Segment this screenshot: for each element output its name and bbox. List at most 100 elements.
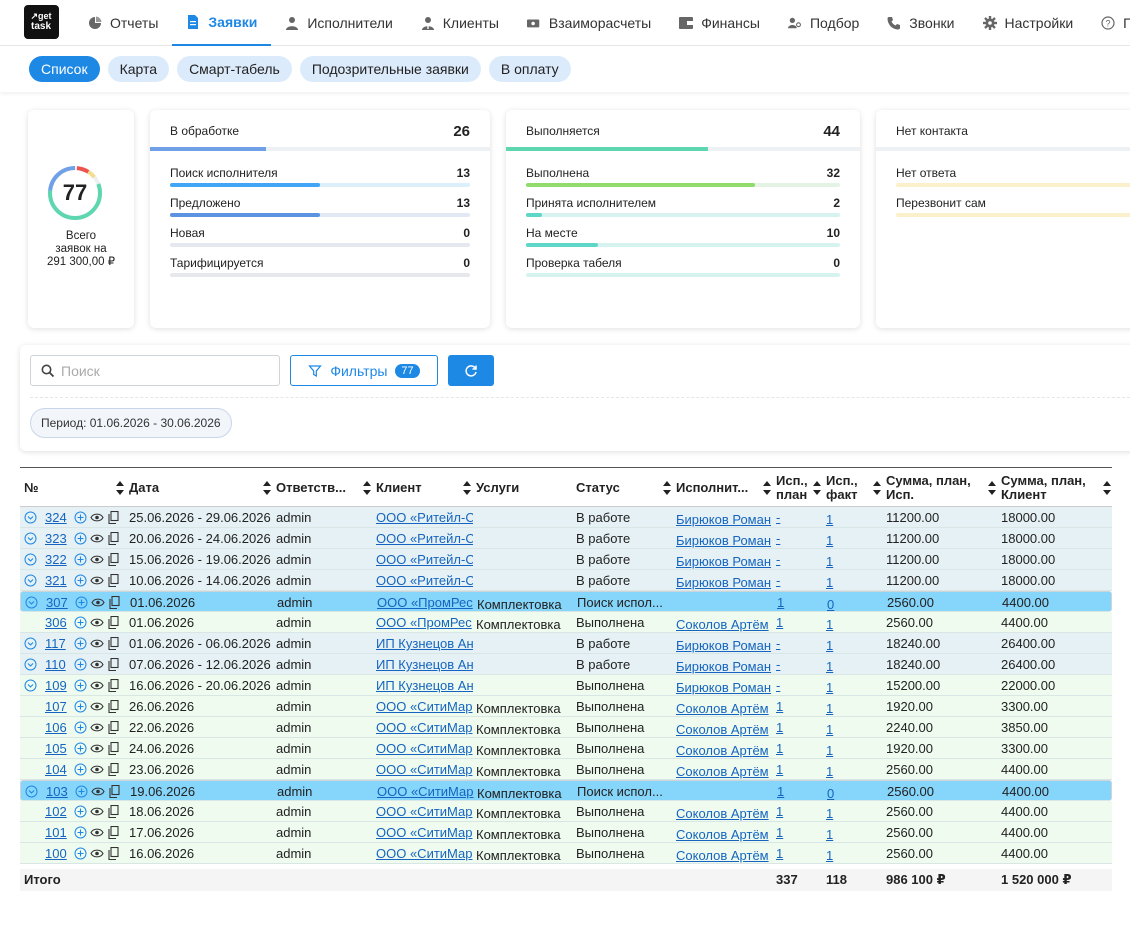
- worker-link[interactable]: Бирюков Роман: [676, 554, 772, 569]
- copy-icon[interactable]: [108, 658, 119, 671]
- client-link[interactable]: ООО «Ритейл-С: [376, 573, 473, 588]
- status-row[interactable]: Тарифицируется 0: [170, 256, 470, 286]
- client-link[interactable]: ООО «СитиМар: [376, 720, 473, 735]
- sort-icon[interactable]: [872, 478, 882, 498]
- client-link[interactable]: ООО «ПромРес: [377, 595, 473, 610]
- client-link[interactable]: ООО «СитиМар: [376, 846, 473, 861]
- status-row[interactable]: Предложено 13: [170, 196, 470, 226]
- sort-icon[interactable]: [987, 478, 997, 498]
- request-number-link[interactable]: 103: [46, 784, 68, 799]
- copy-icon[interactable]: [108, 553, 119, 566]
- expand-icon[interactable]: [24, 574, 37, 587]
- expand-icon[interactable]: [25, 785, 38, 798]
- status-group-card[interactable]: Нет контакта Нет ответа Перезвонит сам: [876, 110, 1130, 328]
- nav-item-7[interactable]: Звонки: [873, 0, 968, 46]
- fact-link[interactable]: 1: [826, 701, 834, 716]
- fact-link[interactable]: 1: [826, 680, 834, 695]
- column-header[interactable]: Исп., план: [776, 473, 808, 502]
- plan-link[interactable]: -: [776, 510, 781, 525]
- fact-link[interactable]: 1: [826, 764, 834, 779]
- worker-link[interactable]: Соколов Артём: [676, 617, 769, 632]
- fact-link[interactable]: 1: [826, 638, 834, 653]
- subtab-1[interactable]: Карта: [107, 56, 170, 82]
- worker-link[interactable]: Бирюков Роман: [676, 512, 772, 527]
- fact-link[interactable]: 0: [827, 597, 835, 612]
- table-row[interactable]: 100 16.06.2026 admin ООО «СитиМар Комплектов…: [20, 843, 1112, 864]
- column-header[interactable]: Клиент: [376, 480, 422, 495]
- request-number-link[interactable]: 323: [45, 531, 67, 546]
- request-number-link[interactable]: 109: [45, 678, 67, 693]
- expand-icon[interactable]: [24, 532, 37, 545]
- fact-link[interactable]: 1: [826, 806, 834, 821]
- client-link[interactable]: ООО «СитиМар: [376, 762, 473, 777]
- add-icon[interactable]: [75, 785, 88, 798]
- copy-icon[interactable]: [108, 805, 119, 818]
- expand-icon[interactable]: [24, 658, 37, 671]
- subtab-0[interactable]: Список: [29, 56, 100, 82]
- search-box[interactable]: [30, 355, 280, 386]
- plan-link[interactable]: 1: [776, 615, 784, 630]
- worker-link[interactable]: Соколов Артём: [676, 848, 769, 863]
- filters-button[interactable]: Фильтры 77: [290, 355, 438, 386]
- request-number-link[interactable]: 117: [45, 636, 66, 651]
- worker-link[interactable]: Соколов Артём: [676, 722, 769, 737]
- plan-link[interactable]: -: [776, 573, 781, 588]
- subtab-4[interactable]: В оплату: [488, 56, 571, 82]
- period-chip[interactable]: Период: 01.06.2026 - 30.06.2026: [30, 408, 232, 438]
- table-row[interactable]: 323 20.06.2026 - 24.06.2026 admin ООО «Рите…: [20, 528, 1112, 549]
- plan-link[interactable]: 1: [776, 720, 784, 735]
- add-icon[interactable]: [74, 511, 87, 524]
- worker-link[interactable]: Бирюков Роман: [676, 680, 772, 695]
- eye-icon[interactable]: [90, 512, 104, 523]
- status-row[interactable]: Новая 0: [170, 226, 470, 256]
- client-link[interactable]: ООО «СитиМар: [376, 825, 473, 840]
- status-group-card[interactable]: Выполняется 44 Выполнена 32 Принята испол…: [506, 110, 860, 328]
- eye-icon[interactable]: [90, 743, 104, 754]
- add-icon[interactable]: [74, 637, 87, 650]
- copy-icon[interactable]: [109, 596, 120, 609]
- nav-item-9[interactable]: ? Помо: [1087, 0, 1130, 46]
- eye-icon[interactable]: [90, 848, 104, 859]
- fact-link[interactable]: 1: [826, 533, 834, 548]
- request-number-link[interactable]: 102: [45, 804, 67, 819]
- worker-link[interactable]: Бирюков Роман: [676, 575, 772, 590]
- status-row[interactable]: Перезвонит сам: [896, 196, 1130, 226]
- client-link[interactable]: ООО «СитиМар: [376, 741, 473, 756]
- table-row[interactable]: 307 01.06.2026 admin ООО «ПромРес Комплектов…: [20, 591, 1112, 612]
- fact-link[interactable]: 1: [826, 659, 834, 674]
- table-row[interactable]: 103 19.06.2026 admin ООО «СитиМар Комплектов…: [20, 780, 1112, 801]
- eye-icon[interactable]: [90, 638, 104, 649]
- client-link[interactable]: ИП Кузнецов Ан: [376, 636, 473, 651]
- column-header[interactable]: Исполнит...: [676, 480, 749, 495]
- plan-link[interactable]: -: [776, 657, 781, 672]
- plan-link[interactable]: -: [776, 552, 781, 567]
- copy-icon[interactable]: [108, 679, 119, 692]
- sort-icon[interactable]: [462, 478, 472, 498]
- worker-link[interactable]: Соколов Артём: [676, 764, 769, 779]
- add-icon[interactable]: [74, 847, 87, 860]
- expand-icon[interactable]: [25, 596, 38, 609]
- plan-link[interactable]: 1: [776, 741, 784, 756]
- column-header[interactable]: Дата: [129, 480, 160, 495]
- status-row[interactable]: Нет ответа: [896, 166, 1130, 196]
- copy-icon[interactable]: [109, 785, 120, 798]
- nav-item-6[interactable]: Подбор: [774, 0, 873, 46]
- sort-icon[interactable]: [662, 478, 672, 498]
- client-link[interactable]: ООО «СитиМар: [376, 804, 473, 819]
- request-number-link[interactable]: 324: [45, 510, 67, 525]
- client-link[interactable]: ИП Кузнецов Ан: [376, 657, 473, 672]
- eye-icon[interactable]: [90, 575, 104, 586]
- worker-link[interactable]: Соколов Артём: [676, 827, 769, 842]
- column-header[interactable]: Исп., факт: [826, 473, 858, 502]
- fact-link[interactable]: 1: [826, 512, 834, 527]
- request-number-link[interactable]: 306: [45, 615, 67, 630]
- eye-icon[interactable]: [90, 701, 104, 712]
- fact-link[interactable]: 1: [826, 722, 834, 737]
- worker-link[interactable]: Соколов Артём: [676, 806, 769, 821]
- expand-icon[interactable]: [24, 679, 37, 692]
- subtab-2[interactable]: Смарт-табель: [177, 56, 292, 82]
- column-header[interactable]: Статус: [576, 480, 620, 495]
- add-icon[interactable]: [74, 553, 87, 566]
- client-link[interactable]: ООО «Ритейл-С: [376, 552, 473, 567]
- sort-icon[interactable]: [812, 478, 822, 498]
